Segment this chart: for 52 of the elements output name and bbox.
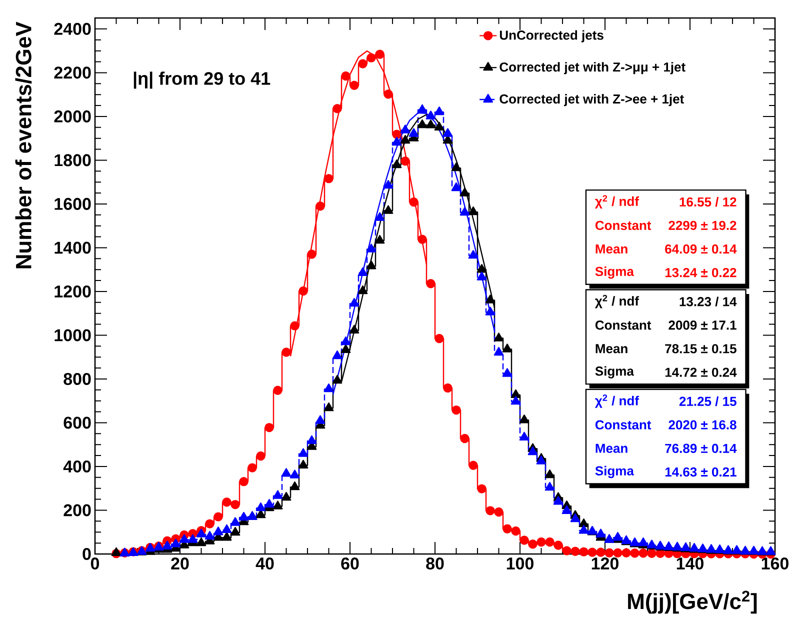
- y-tick-label: 200: [64, 504, 91, 516]
- annotation: χ$^{2}$ / ndf: [595, 195, 640, 209]
- annotation: 21.25 / 15: [679, 396, 736, 406]
- annotation: χ$^{2}$ / ndf: [595, 294, 640, 308]
- y-axis-title: Number of events/2GeV: [15, 22, 32, 268]
- annotation: Mean: [596, 244, 628, 254]
- y-tick-label: 2400: [54, 22, 91, 35]
- x-tick-label: 160: [762, 558, 788, 570]
- x-tick-label: 0: [90, 558, 100, 570]
- annotation: χ$^{2}$ / ndf: [595, 394, 640, 408]
- annotation: 64.09 ± 0.14: [665, 244, 737, 254]
- y-tick-label: 1000: [54, 329, 91, 342]
- annotation: 2299 ± 19.2: [668, 220, 736, 230]
- x-tick-label: 100: [506, 558, 534, 570]
- annotation: Constant: [595, 220, 652, 230]
- y-tick-label: 400: [63, 460, 91, 473]
- annotation: Sigma: [595, 266, 634, 279]
- annotation: Constant: [595, 320, 652, 330]
- y-tick-label: 1600: [54, 198, 91, 210]
- x-tick-label: 140: [676, 558, 704, 570]
- y-tick-label: 800: [64, 372, 91, 385]
- x-axis-title: M(jj)[GeV/c$^{2}$]: [628, 590, 757, 614]
- x-tick-label: 120: [592, 558, 618, 570]
- annotation: Constant: [595, 420, 652, 430]
- y-tick-label: 1400: [54, 242, 91, 254]
- annotation: 78.15 ± 0.15: [665, 344, 736, 354]
- y-tick-label: 2000: [54, 110, 91, 122]
- annotation: 14.72 ± 0.24: [665, 368, 737, 377]
- annotation: 76.89 ± 0.14: [665, 444, 737, 454]
- x-tick-label: 40: [256, 558, 274, 570]
- x-tick-label: 20: [171, 558, 189, 570]
- annotation: Sigma: [595, 466, 634, 478]
- x-tick-label: 60: [341, 558, 359, 570]
- y-tick-label: 2200: [54, 66, 91, 79]
- y-tick-label: 1800: [54, 154, 91, 166]
- annotation: |η| from 29 to 41: [134, 72, 270, 89]
- annotation: Mean: [596, 444, 628, 453]
- annotation: 14.63 ± 0.21: [665, 467, 736, 477]
- x-tick-label: 80: [426, 558, 444, 570]
- annotation: 2020 ± 16.8: [668, 420, 736, 430]
- y-tick-label: 0: [82, 548, 91, 560]
- legend-label: Corrected jet with Z->μμ + 1jet: [500, 62, 686, 74]
- annotation: 2009 ± 17.1: [668, 320, 736, 330]
- y-tick-label: 600: [64, 416, 91, 429]
- legend-label: UnCorrected jets: [500, 30, 604, 42]
- annotation: 13.23 / 14: [680, 296, 737, 306]
- y-tick-label: 1200: [54, 285, 91, 298]
- annotation: 13.24 ± 0.22: [665, 268, 736, 278]
- annotation: 16.55 / 12: [680, 197, 736, 207]
- annotation: Mean: [596, 344, 628, 354]
- legend-label: Corrected jet with Z->ee + 1jet: [500, 94, 684, 106]
- annotation: Sigma: [595, 366, 634, 378]
